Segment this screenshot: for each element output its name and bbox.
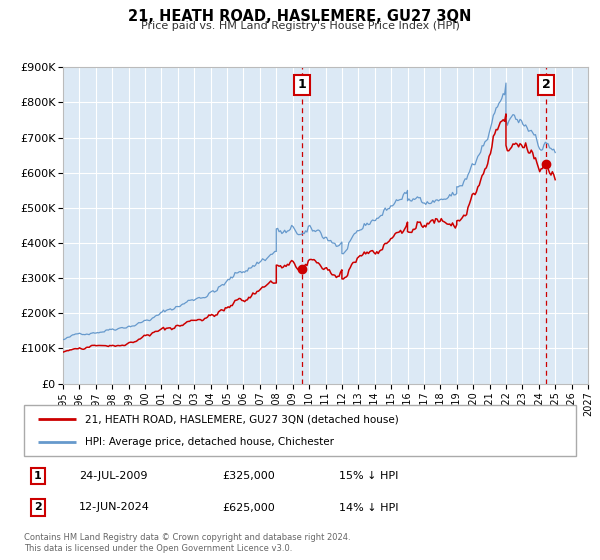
Text: £325,000: £325,000 [223,471,275,481]
Text: 2: 2 [34,502,41,512]
Text: Contains HM Land Registry data © Crown copyright and database right 2024.: Contains HM Land Registry data © Crown c… [24,533,350,542]
Text: 1: 1 [34,471,41,481]
Text: 21, HEATH ROAD, HASLEMERE, GU27 3QN: 21, HEATH ROAD, HASLEMERE, GU27 3QN [128,9,472,24]
Text: 1: 1 [298,78,306,91]
Text: Price paid vs. HM Land Registry's House Price Index (HPI): Price paid vs. HM Land Registry's House … [140,21,460,31]
Text: 21, HEATH ROAD, HASLEMERE, GU27 3QN (detached house): 21, HEATH ROAD, HASLEMERE, GU27 3QN (det… [85,414,398,424]
Text: 2: 2 [542,78,551,91]
Text: 24-JUL-2009: 24-JUL-2009 [79,471,148,481]
Text: 15% ↓ HPI: 15% ↓ HPI [338,471,398,481]
Text: 12-JUN-2024: 12-JUN-2024 [79,502,150,512]
Text: This data is licensed under the Open Government Licence v3.0.: This data is licensed under the Open Gov… [24,544,292,553]
FancyBboxPatch shape [24,405,576,456]
Text: HPI: Average price, detached house, Chichester: HPI: Average price, detached house, Chic… [85,437,334,447]
Text: 14% ↓ HPI: 14% ↓ HPI [338,502,398,512]
Text: £625,000: £625,000 [223,502,275,512]
